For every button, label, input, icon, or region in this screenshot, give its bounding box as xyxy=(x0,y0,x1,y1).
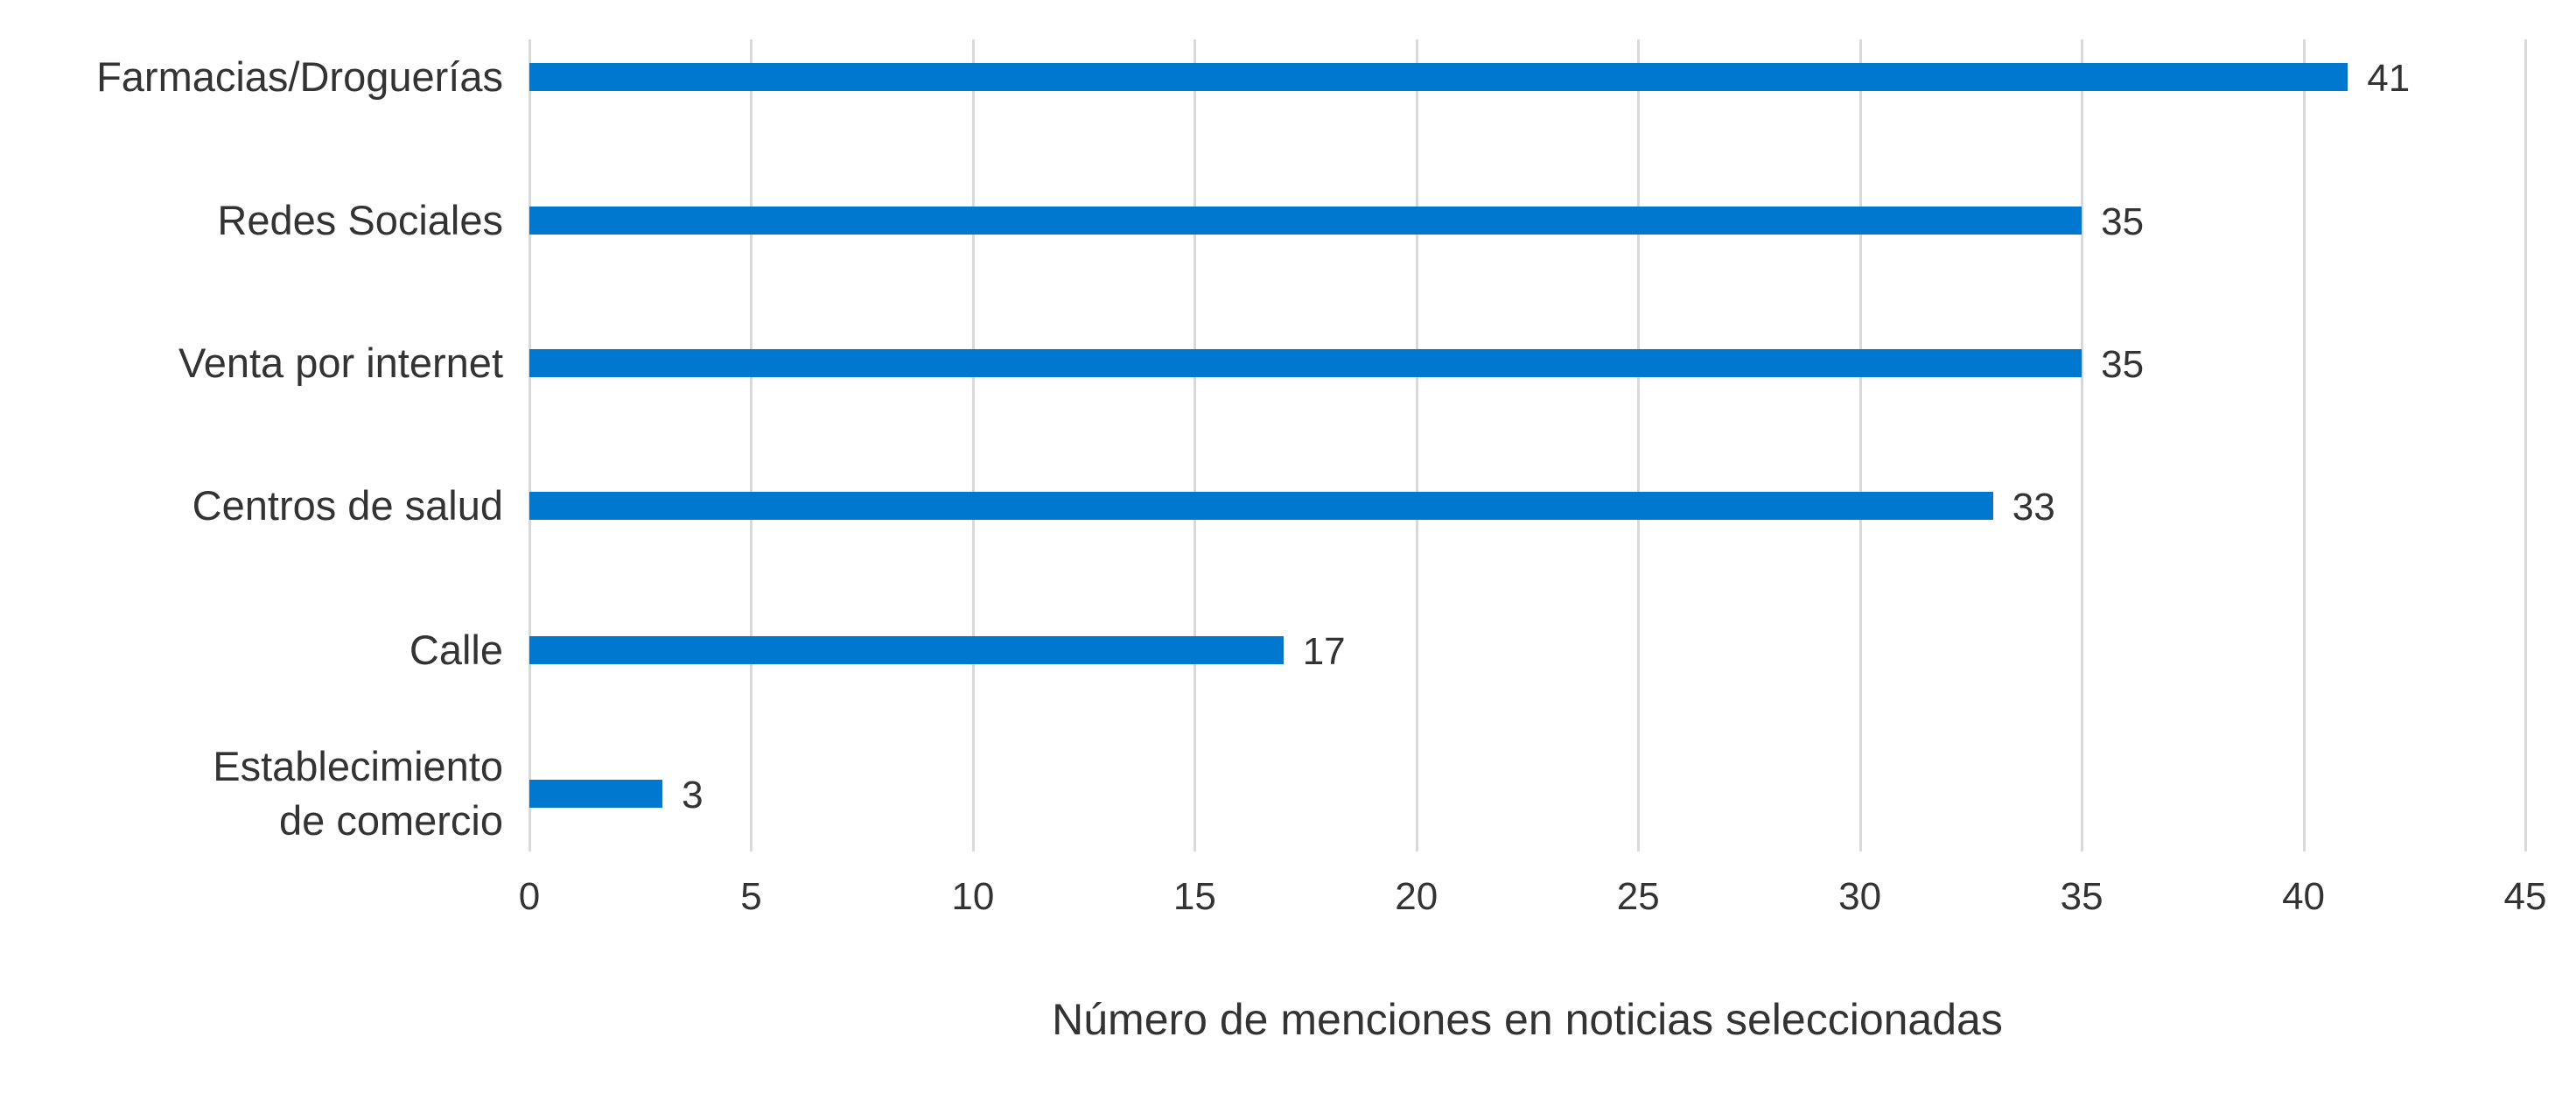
x-tick-label: 20 xyxy=(1395,875,1438,918)
category-label: Centros de salud xyxy=(192,482,503,529)
gridline xyxy=(2524,39,2527,851)
category-label: Farmacias/Droguerías xyxy=(96,53,503,100)
x-tick-label: 5 xyxy=(740,875,762,918)
data-label: 3 xyxy=(682,774,704,816)
x-tick-label: 40 xyxy=(2282,875,2326,918)
category-label: Calle xyxy=(409,627,503,673)
gridline xyxy=(528,39,531,851)
category-label: Redes Sociales xyxy=(217,197,503,243)
gridline xyxy=(1858,39,1862,851)
gridline xyxy=(1415,39,1418,851)
bar xyxy=(529,492,1993,520)
x-tick-label: 30 xyxy=(1838,875,1882,918)
gridline xyxy=(971,39,975,851)
data-label: 35 xyxy=(2101,200,2145,243)
x-tick-label: 0 xyxy=(518,875,541,918)
data-label: 35 xyxy=(2101,343,2145,386)
category-label: Venta por internet xyxy=(178,340,503,386)
gridline xyxy=(1637,39,1641,851)
bar xyxy=(529,207,2082,235)
gridline xyxy=(1194,39,1197,851)
x-tick-label: 10 xyxy=(951,875,995,918)
gridline xyxy=(2302,39,2306,851)
data-label: 17 xyxy=(1302,630,1346,673)
x-axis-title: Número de menciones en noticias seleccio… xyxy=(1052,995,2003,1044)
x-tick-label: 25 xyxy=(1616,875,1660,918)
bar xyxy=(529,349,2082,377)
x-tick-label: 45 xyxy=(2503,875,2547,918)
plot-area: 41 35 35 33 17 3 xyxy=(528,39,2527,851)
data-label: 33 xyxy=(2012,486,2055,529)
bar xyxy=(529,63,2348,91)
gridline xyxy=(750,39,753,851)
data-label: 41 xyxy=(2367,57,2411,100)
bar xyxy=(529,780,663,808)
bar xyxy=(529,636,1284,664)
x-tick-label: 35 xyxy=(2060,875,2104,918)
category-label: Establecimiento de comercio xyxy=(213,743,503,844)
gridline xyxy=(2081,39,2084,851)
x-tick-label: 15 xyxy=(1172,875,1216,918)
